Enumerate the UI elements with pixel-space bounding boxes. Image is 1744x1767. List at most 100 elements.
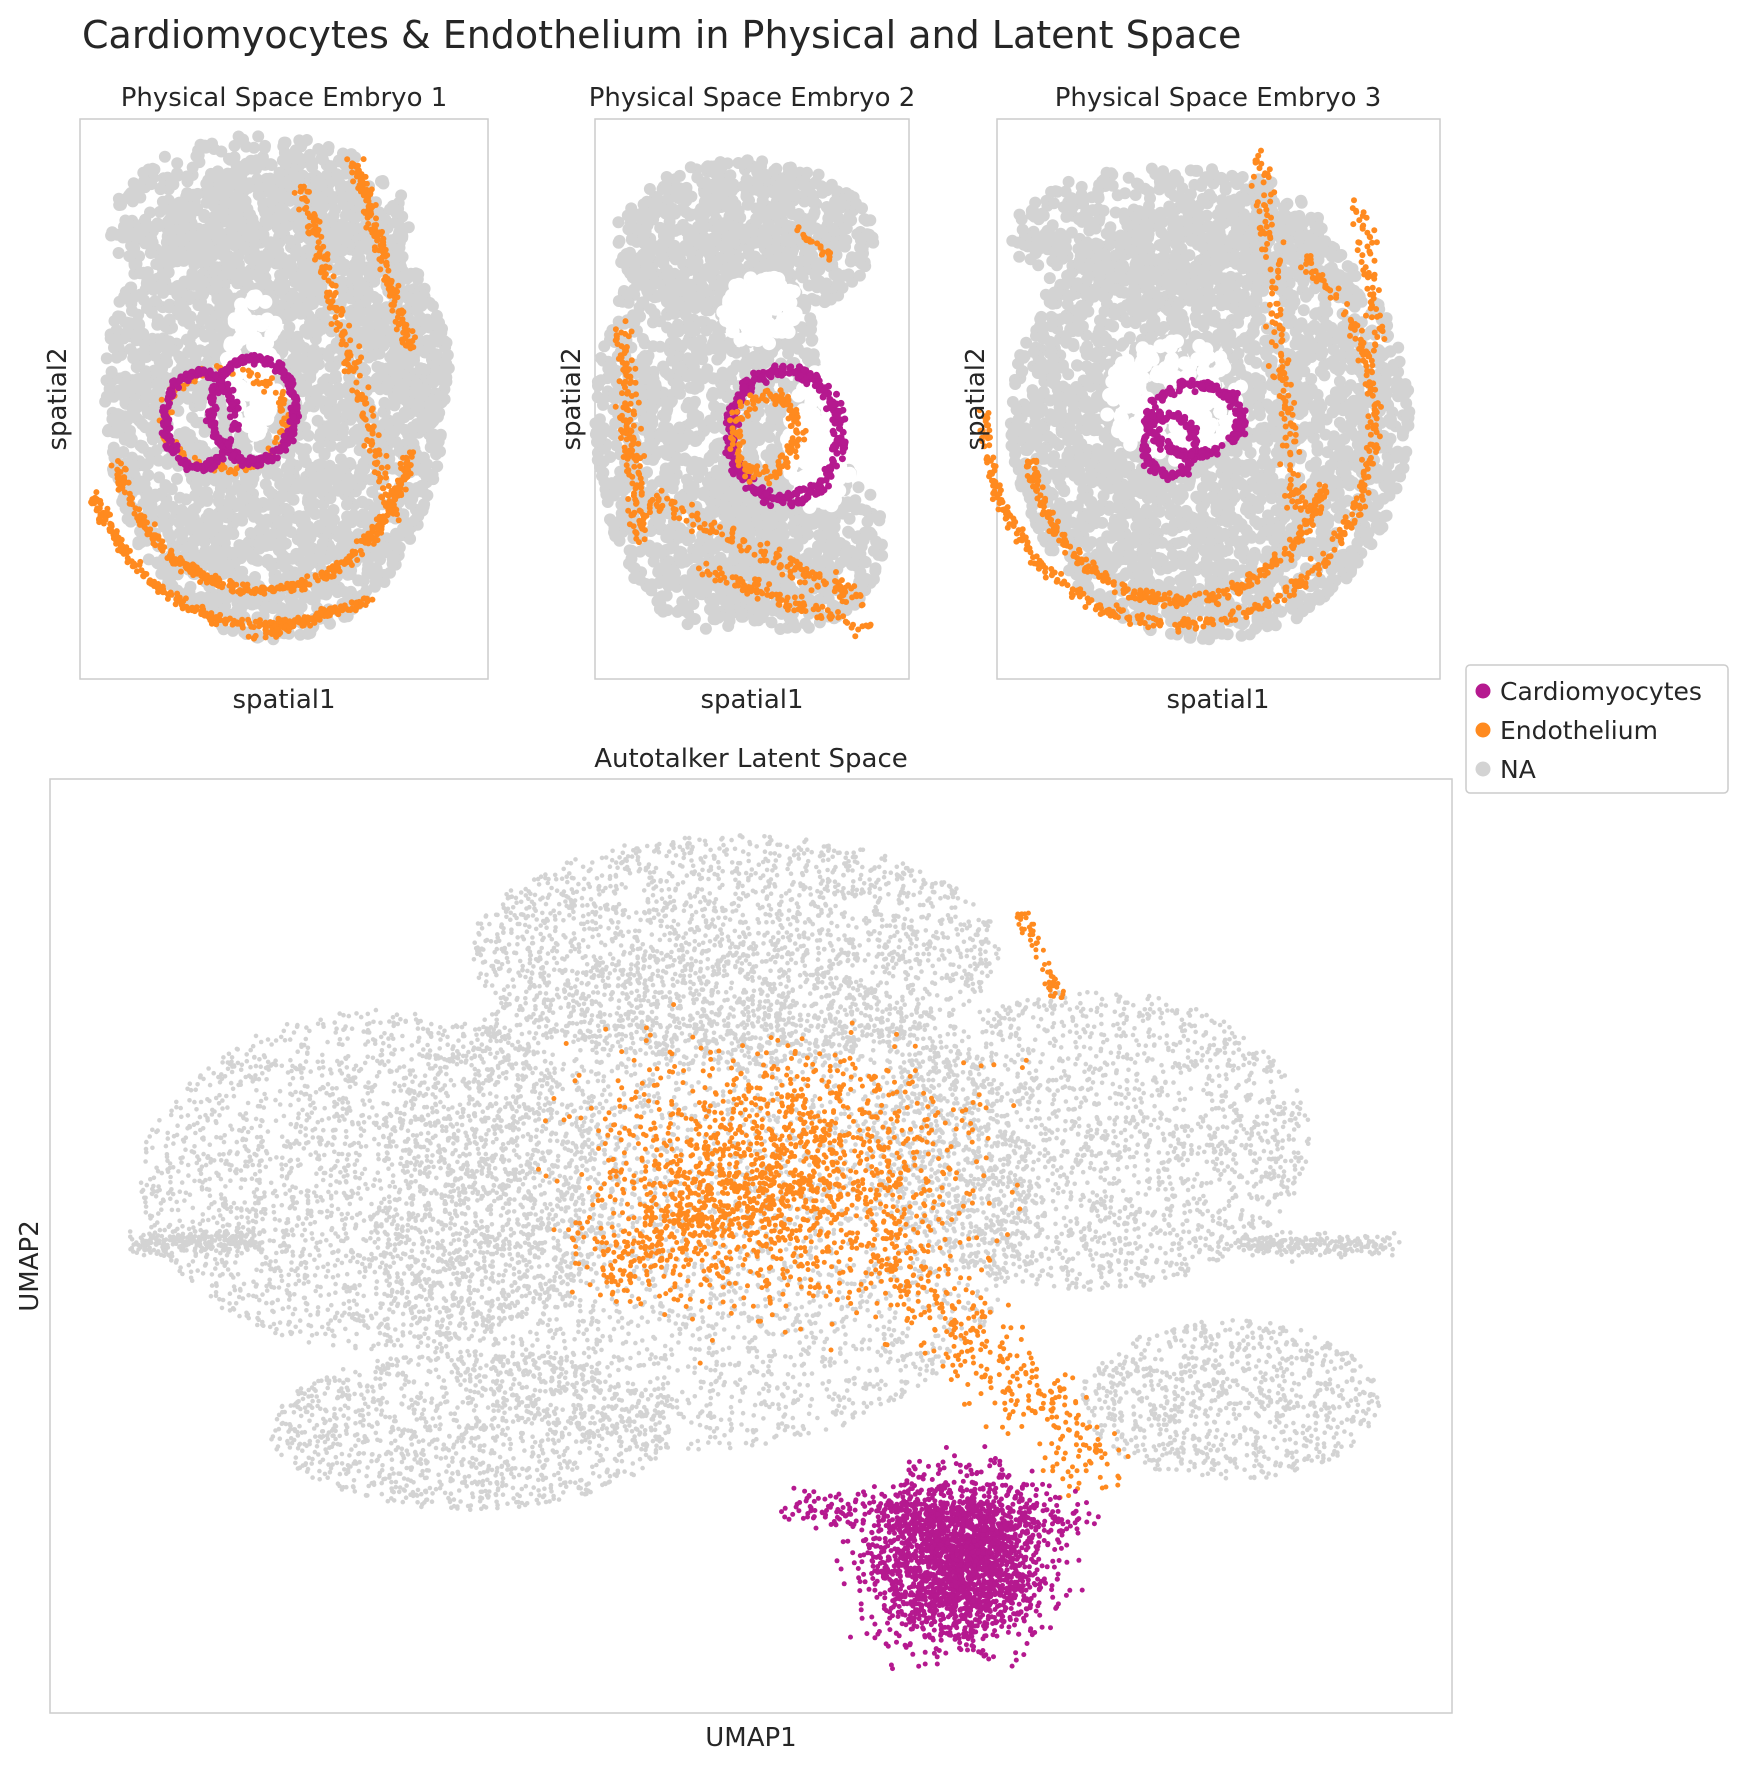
na-point (163, 259, 175, 271)
endothelium-point (375, 537, 381, 543)
na-point (366, 486, 378, 498)
na-point (263, 536, 275, 548)
endothelium-point (119, 537, 125, 543)
endothelium-point (153, 532, 159, 538)
na-point (265, 560, 277, 572)
na-point (300, 443, 312, 455)
na-point (393, 528, 405, 540)
na-point (125, 282, 137, 294)
endothelium-point (392, 496, 398, 502)
endothelium-point (173, 556, 179, 562)
endothelium-point (371, 423, 377, 429)
endothelium-point (400, 320, 406, 326)
na-point (312, 200, 324, 212)
endothelium-point (369, 597, 375, 603)
na-point (187, 190, 199, 202)
na-point (215, 146, 227, 158)
na-point (312, 459, 324, 471)
na-point (266, 159, 278, 171)
endothelium-point (388, 280, 394, 286)
na-point (303, 522, 315, 534)
endothelium-point (93, 489, 99, 495)
endothelium-point (137, 559, 143, 565)
na-point (364, 270, 376, 282)
na-point (188, 279, 200, 291)
na-point (149, 350, 161, 362)
endothelium-point (379, 229, 385, 235)
na-point (126, 305, 138, 317)
cardiomyocyte-point (208, 386, 215, 393)
endothelium-point (365, 384, 371, 390)
endothelium-point (91, 496, 97, 502)
na-point (371, 373, 383, 385)
na-point (192, 299, 204, 311)
na-point (414, 311, 426, 323)
na-point (306, 313, 318, 325)
endothelium-point (349, 387, 355, 393)
endothelium-point (152, 542, 158, 548)
na-point (368, 308, 380, 320)
endothelium-point (248, 370, 254, 376)
na-point (411, 486, 423, 498)
na-point (111, 229, 123, 241)
endothelium-point (253, 619, 259, 625)
endothelium-point (208, 616, 214, 622)
na-point (232, 251, 244, 263)
endothelium-point (379, 465, 385, 471)
endothelium-point (372, 469, 378, 475)
endothelium-point (377, 451, 383, 457)
endothelium-point (379, 254, 385, 260)
endothelium-point (361, 156, 367, 162)
cardiomyocyte-point (280, 369, 287, 376)
cardiomyocyte-point (281, 442, 288, 449)
na-point (351, 271, 363, 283)
na-point (115, 199, 127, 211)
endothelium-point (374, 531, 380, 537)
endothelium-point (164, 555, 170, 561)
na-point (345, 436, 357, 448)
na-point (171, 473, 183, 485)
na-point (399, 387, 411, 399)
na-point (284, 152, 296, 164)
endothelium-point (347, 365, 353, 371)
na-point (259, 142, 271, 154)
na-point (182, 393, 194, 405)
endothelium-point (313, 614, 319, 620)
endothelium-point (226, 469, 232, 475)
na-point (407, 438, 419, 450)
na-point (298, 262, 310, 274)
endothelium-point (376, 432, 382, 438)
na-point (316, 179, 328, 191)
endothelium-point (377, 266, 383, 272)
na-point (393, 219, 405, 231)
na-point (302, 328, 314, 340)
na-point (317, 537, 329, 549)
na-point (135, 328, 147, 340)
na-point (306, 504, 318, 516)
na-point (110, 410, 122, 422)
endothelium-point (368, 532, 374, 538)
na-point (194, 594, 206, 606)
gap (254, 422, 268, 436)
na-point (270, 214, 282, 226)
na-point (380, 542, 392, 554)
na-point (111, 427, 123, 439)
na-point (143, 221, 155, 233)
na-point (272, 245, 284, 257)
endothelium-point (330, 282, 336, 288)
endothelium-point (362, 188, 368, 194)
na-point (341, 511, 353, 523)
na-point (410, 267, 422, 279)
endothelium-point (230, 585, 236, 591)
na-point (274, 227, 286, 239)
endothelium-point (323, 264, 329, 270)
endothelium-point (342, 368, 348, 374)
endothelium-point (165, 596, 171, 602)
endothelium-point (370, 413, 376, 419)
endothelium-point (386, 287, 392, 293)
endothelium-point (361, 415, 367, 421)
na-point (178, 213, 190, 225)
cardiomyocyte-point (265, 458, 272, 465)
endothelium-point (258, 589, 264, 595)
endothelium-point (204, 580, 210, 586)
